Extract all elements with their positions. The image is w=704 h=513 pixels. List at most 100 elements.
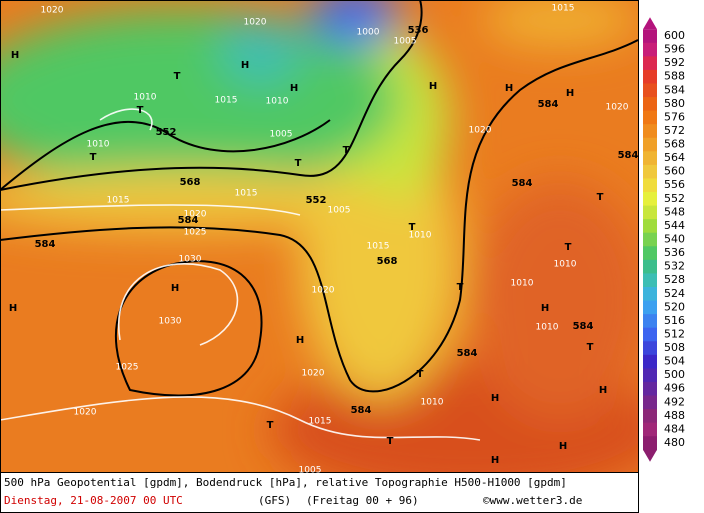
legend-swatch bbox=[643, 178, 657, 193]
legend-swatch bbox=[643, 409, 657, 424]
isobar-label: 1005 bbox=[394, 37, 417, 47]
isobar-label: 1015 bbox=[367, 242, 390, 252]
map-symbol: H bbox=[505, 83, 513, 94]
isobar-label: 1010 bbox=[134, 93, 157, 103]
legend-label: 540 bbox=[664, 233, 685, 246]
map-symbol: 568 bbox=[377, 256, 398, 267]
footer-title: 500 hPa Geopotential [gpdm], Bodendruck … bbox=[4, 476, 567, 489]
legend-arrow-bottom bbox=[643, 449, 657, 462]
map-symbol: 552 bbox=[156, 127, 177, 138]
map-symbol: 584 bbox=[573, 321, 594, 332]
legend-label: 500 bbox=[664, 368, 685, 381]
legend-arrow-top bbox=[643, 17, 657, 30]
legend-swatch bbox=[643, 151, 657, 166]
legend-swatch bbox=[643, 354, 657, 369]
map-symbol: H bbox=[296, 335, 304, 346]
map-symbol: T bbox=[295, 158, 302, 169]
footer-forecast: (Freitag 00 + 96) bbox=[306, 494, 419, 507]
map-symbol: T bbox=[343, 145, 350, 156]
map-symbol: 584 bbox=[512, 178, 533, 189]
map-symbol: H bbox=[241, 60, 249, 71]
legend-label: 548 bbox=[664, 205, 685, 218]
map-symbol: T bbox=[587, 342, 594, 353]
legend-label: 580 bbox=[664, 97, 685, 110]
legend-label: 536 bbox=[664, 246, 685, 259]
legend-swatch bbox=[643, 300, 657, 315]
isobar-label: 1000 bbox=[357, 28, 380, 38]
map-symbol: 584 bbox=[538, 99, 559, 110]
isobar-label: 1025 bbox=[116, 363, 139, 373]
isobar-label: 1015 bbox=[107, 196, 130, 206]
legend-label: 504 bbox=[664, 355, 685, 368]
isobar-label: 1030 bbox=[159, 317, 182, 327]
isobar-label: 1005 bbox=[299, 466, 322, 476]
legend-label: 576 bbox=[664, 110, 685, 123]
isobar-label: 1010 bbox=[421, 398, 444, 408]
legend-swatch bbox=[643, 83, 657, 98]
map-symbol: 536 bbox=[408, 25, 429, 36]
legend-label: 484 bbox=[664, 422, 685, 435]
map-symbol: H bbox=[491, 455, 499, 466]
legend-swatch bbox=[643, 341, 657, 356]
legend-swatch bbox=[643, 232, 657, 247]
isobar-label: 1005 bbox=[270, 130, 293, 140]
legend-swatch bbox=[643, 205, 657, 220]
map-field bbox=[0, 0, 638, 472]
legend-swatch bbox=[643, 56, 657, 71]
legend-label: 560 bbox=[664, 165, 685, 178]
legend-swatch bbox=[643, 42, 657, 57]
map-symbol: T bbox=[565, 242, 572, 253]
legend-swatch bbox=[643, 286, 657, 302]
legend-swatch bbox=[643, 124, 657, 139]
legend-label: 520 bbox=[664, 300, 685, 313]
map-symbol: T bbox=[457, 282, 464, 293]
legend-label: 532 bbox=[664, 260, 685, 273]
isobar-label: 1015 bbox=[215, 96, 238, 106]
map-symbol: T bbox=[417, 369, 424, 380]
legend-label: 588 bbox=[664, 70, 685, 83]
footer-bg bbox=[0, 472, 704, 513]
legend-swatch bbox=[643, 422, 657, 437]
legend-label: 568 bbox=[664, 138, 685, 151]
legend-swatch bbox=[643, 327, 657, 342]
legend-swatch bbox=[643, 110, 657, 125]
legend-swatch bbox=[643, 259, 657, 274]
legend-label: 524 bbox=[664, 287, 685, 300]
isobar-label: 1010 bbox=[554, 260, 577, 270]
legend-swatch bbox=[643, 69, 657, 84]
legend-label: 496 bbox=[664, 382, 685, 395]
map-symbol: 584 bbox=[351, 405, 372, 416]
legend-swatch bbox=[643, 314, 657, 329]
legend-label: 508 bbox=[664, 341, 685, 354]
legend-swatch bbox=[643, 97, 657, 112]
map-symbol: 584 bbox=[618, 150, 639, 161]
isobar-label: 1020 bbox=[302, 369, 325, 379]
legend-label: 488 bbox=[664, 409, 685, 422]
isobar-label: 1010 bbox=[266, 97, 289, 107]
map-symbol: H bbox=[541, 303, 549, 314]
legend-label: 492 bbox=[664, 395, 685, 408]
map-symbol: T bbox=[409, 222, 416, 233]
legend-swatch bbox=[643, 436, 657, 451]
map-symbol: H bbox=[559, 441, 567, 452]
legend-label: 584 bbox=[664, 83, 685, 96]
legend-label: 480 bbox=[664, 436, 685, 449]
legend-label: 552 bbox=[664, 192, 685, 205]
isobar-label: 1010 bbox=[511, 279, 534, 289]
legend-label: 512 bbox=[664, 327, 685, 340]
legend-swatch bbox=[643, 273, 657, 288]
map-symbol: H bbox=[491, 393, 499, 404]
legend-label: 564 bbox=[664, 151, 685, 164]
isobar-label: 1020 bbox=[606, 103, 629, 113]
legend-swatch bbox=[643, 381, 657, 397]
map-symbol: T bbox=[597, 192, 604, 203]
isobar-label: 1015 bbox=[552, 4, 575, 14]
legend-swatch bbox=[643, 368, 657, 383]
legend-swatch bbox=[643, 164, 657, 179]
legend-swatch bbox=[643, 29, 657, 44]
map-symbol: H bbox=[599, 385, 607, 396]
isobar-label: 1010 bbox=[87, 140, 110, 150]
legend-swatch bbox=[643, 246, 657, 261]
legend-label: 600 bbox=[664, 29, 685, 42]
